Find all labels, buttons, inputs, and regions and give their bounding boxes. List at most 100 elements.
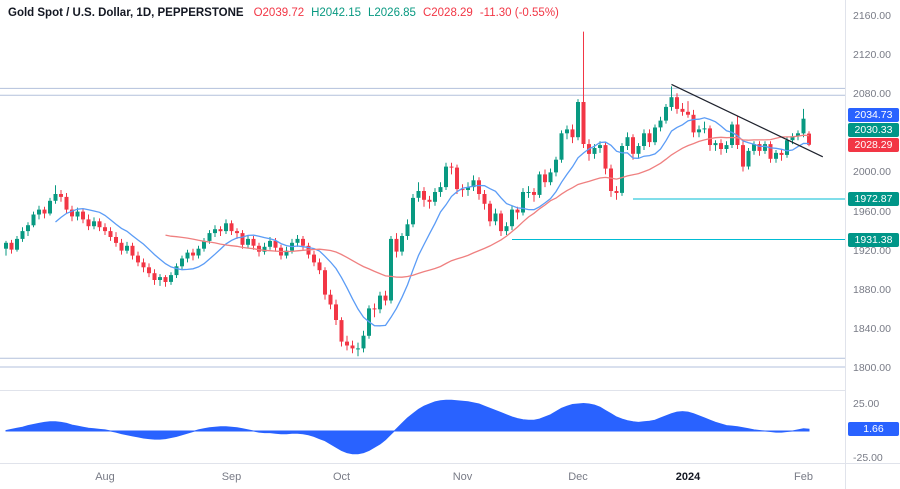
candle[interactable] [15,238,19,250]
candle[interactable] [466,187,470,190]
candle[interactable] [345,341,349,346]
candle[interactable] [191,252,195,256]
candle[interactable] [389,238,393,301]
candle[interactable] [328,294,333,305]
candle[interactable] [152,273,157,280]
candle[interactable] [752,144,756,151]
candle[interactable] [713,143,718,146]
candle[interactable] [576,102,580,138]
candle[interactable] [592,148,597,154]
candle[interactable] [97,221,102,228]
candle[interactable] [521,192,525,213]
candle[interactable] [9,242,14,250]
candle[interactable] [169,275,173,282]
candle[interactable] [510,209,514,227]
candle[interactable] [317,262,322,271]
candle[interactable] [323,270,327,295]
candle[interactable] [719,143,723,149]
symbol-title[interactable]: Gold Spot / U.S. Dollar, 1D, PEPPERSTONE [8,7,244,19]
candle[interactable] [636,146,641,154]
candle[interactable] [763,144,767,151]
candle[interactable] [185,252,190,259]
candle[interactable] [796,133,800,137]
candle[interactable] [130,245,135,256]
trendline[interactable] [671,83,824,158]
price-axis[interactable]: 2160.00 2120.00 2080.00 2000.00 1960.00 1920.… [845,0,900,464]
candle[interactable] [631,137,635,154]
candle[interactable] [664,106,668,121]
candle[interactable] [147,267,151,274]
candle[interactable] [42,209,47,214]
candle[interactable] [669,97,674,107]
candle[interactable] [680,108,685,112]
candle[interactable] [416,191,421,198]
candle[interactable] [59,194,63,197]
candle[interactable] [614,191,619,193]
candle[interactable] [48,200,52,214]
candle[interactable] [108,231,113,237]
candle[interactable] [603,145,608,169]
candle[interactable] [224,223,228,232]
candle[interactable] [334,304,338,320]
candle[interactable] [174,266,179,276]
candle[interactable] [757,144,762,151]
candle[interactable] [92,221,96,227]
candle[interactable] [229,223,234,232]
candle[interactable] [730,124,734,146]
candle[interactable] [625,137,630,146]
candle[interactable] [735,124,740,146]
candle[interactable] [449,166,454,168]
candle[interactable] [488,203,492,222]
candle[interactable] [356,348,360,350]
candle[interactable] [499,213,503,232]
candle[interactable] [246,238,250,245]
candle[interactable] [433,192,437,202]
candle[interactable] [339,320,344,342]
candle[interactable] [504,226,509,232]
candle[interactable] [658,120,663,128]
candle[interactable] [400,236,404,252]
candle[interactable] [422,191,426,200]
candle[interactable] [708,128,712,145]
candle[interactable] [653,127,657,143]
candle[interactable] [697,129,701,133]
candle[interactable] [31,214,36,226]
candle[interactable] [537,174,542,195]
candle[interactable] [609,168,613,192]
candle[interactable] [581,102,586,144]
candle[interactable] [75,211,80,217]
candle[interactable] [779,152,784,155]
candle[interactable] [295,238,300,243]
time-axis[interactable]: Aug Sep Oct Nov Dec 2024 Feb [0,463,900,489]
candle[interactable] [202,240,206,249]
candle[interactable] [257,245,261,252]
candle[interactable] [394,238,399,252]
candle[interactable] [20,231,25,239]
candle[interactable] [119,242,124,251]
candle[interactable] [455,167,459,190]
candle[interactable] [207,233,212,241]
candle[interactable] [801,118,806,134]
candle[interactable] [471,180,476,188]
candle[interactable] [284,250,289,256]
candle[interactable] [647,133,652,143]
candle[interactable] [383,295,388,301]
candle[interactable] [768,144,773,159]
candle[interactable] [218,229,223,232]
candle[interactable] [262,246,267,252]
candle[interactable] [543,174,547,183]
candle[interactable] [785,140,789,155]
candle[interactable] [807,133,811,145]
candle[interactable] [702,128,707,130]
candle[interactable] [741,145,745,167]
ma-slow-line[interactable] [165,134,810,278]
candle[interactable] [158,277,162,280]
candle[interactable] [251,238,256,246]
candle[interactable] [268,240,272,247]
candle[interactable] [444,166,448,188]
candle[interactable] [724,145,729,149]
candle[interactable] [235,231,239,234]
candle[interactable] [26,225,30,232]
candle[interactable] [141,262,146,268]
candle[interactable] [53,194,58,201]
